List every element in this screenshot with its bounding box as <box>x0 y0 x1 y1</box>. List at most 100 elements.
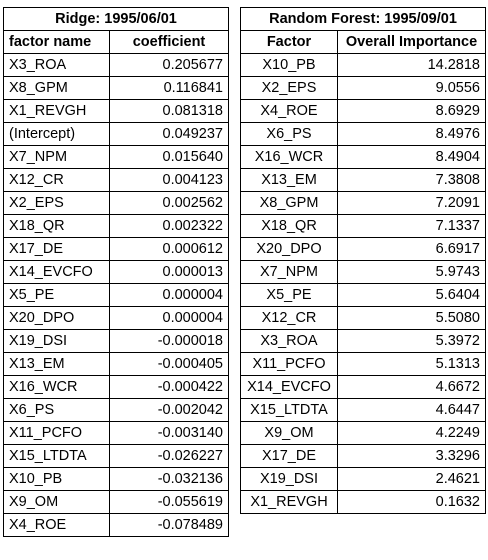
random-forest-rows: X10_PB 14.2818 X2_EPS 9.0556 X4_ROE 8.6929 X6_… <box>240 53 486 514</box>
value-cell: 0.081318 <box>109 99 229 123</box>
table-row: X2_EPS 9.0556 <box>240 76 486 100</box>
table-row: X3_ROA 5.3972 <box>240 329 486 353</box>
table-row: X5_PE 5.6404 <box>240 283 486 307</box>
value-cell: 0.205677 <box>109 53 229 77</box>
ridge-table: Ridge: 1995/06/01 factor name coefficien… <box>3 7 229 537</box>
factor-cell: X2_EPS <box>3 191 110 215</box>
factor-cell: X4_ROE <box>240 99 338 123</box>
factor-cell: X9_OM <box>3 490 110 514</box>
value-cell: 4.6672 <box>337 375 486 399</box>
value-cell: 0.000004 <box>109 283 229 307</box>
factor-cell: X5_PE <box>3 283 110 307</box>
factor-cell: (Intercept) <box>3 122 110 146</box>
factor-cell: X3_ROA <box>240 329 338 353</box>
table-row: X2_EPS 0.002562 <box>3 191 229 215</box>
ridge-header-factor: factor name <box>3 30 110 54</box>
table-row: X11_PCFO -0.003140 <box>3 421 229 445</box>
factor-cell: X11_PCFO <box>3 421 110 445</box>
value-cell: 7.3808 <box>337 168 486 192</box>
table-row: X4_ROE 8.6929 <box>240 99 486 123</box>
table-row: (Intercept) 0.049237 <box>3 122 229 146</box>
value-cell: 0.000013 <box>109 260 229 284</box>
value-cell: -0.026227 <box>109 444 229 468</box>
random-forest-header-importance: Overall Importance <box>337 30 486 54</box>
table-row: X16_WCR -0.000422 <box>3 375 229 399</box>
value-cell: -0.000422 <box>109 375 229 399</box>
value-cell: -0.000018 <box>109 329 229 353</box>
table-row: X17_DE 0.000612 <box>3 237 229 261</box>
value-cell: 7.2091 <box>337 191 486 215</box>
value-cell: 0.1632 <box>337 490 486 514</box>
value-cell: -0.078489 <box>109 513 229 537</box>
random-forest-header-factor: Factor <box>240 30 338 54</box>
factor-cell: X15_LTDTA <box>240 398 338 422</box>
table-row: X18_QR 7.1337 <box>240 214 486 238</box>
value-cell: 2.4621 <box>337 467 486 491</box>
table-row: X7_NPM 5.9743 <box>240 260 486 284</box>
value-cell: 8.4976 <box>337 122 486 146</box>
ridge-rows: X3_ROA 0.205677 X8_GPM 0.116841 X1_REVGH 0.08… <box>3 53 229 537</box>
table-row: X15_LTDTA -0.026227 <box>3 444 229 468</box>
table-row: X1_REVGH 0.081318 <box>3 99 229 123</box>
table-row: X14_EVCFO 0.000013 <box>3 260 229 284</box>
table-row: X4_ROE -0.078489 <box>3 513 229 537</box>
table-row: X5_PE 0.000004 <box>3 283 229 307</box>
value-cell: 0.015640 <box>109 145 229 169</box>
value-cell: 0.049237 <box>109 122 229 146</box>
table-row: X8_GPM 7.2091 <box>240 191 486 215</box>
factor-cell: X16_WCR <box>240 145 338 169</box>
value-cell: 4.2249 <box>337 421 486 445</box>
value-cell: 3.3296 <box>337 444 486 468</box>
table-row: X12_CR 5.5080 <box>240 306 486 330</box>
table-row: X16_WCR 8.4904 <box>240 145 486 169</box>
table-row: X3_ROA 0.205677 <box>3 53 229 77</box>
table-row: X11_PCFO 5.1313 <box>240 352 486 376</box>
table-row: X18_QR 0.002322 <box>3 214 229 238</box>
table-row: X17_DE 3.3296 <box>240 444 486 468</box>
value-cell: 6.6917 <box>337 237 486 261</box>
value-cell: 0.002562 <box>109 191 229 215</box>
random-forest-table: Random Forest: 1995/09/01 Factor Overall… <box>240 7 486 514</box>
table-row: X7_NPM 0.015640 <box>3 145 229 169</box>
factor-cell: X20_DPO <box>3 306 110 330</box>
table-row: X9_OM -0.055619 <box>3 490 229 514</box>
factor-cell: X12_CR <box>3 168 110 192</box>
factor-cell: X7_NPM <box>3 145 110 169</box>
factor-cell: X17_DE <box>3 237 110 261</box>
value-cell: 5.9743 <box>337 260 486 284</box>
factor-cell: X10_PB <box>3 467 110 491</box>
value-cell: 5.6404 <box>337 283 486 307</box>
factor-cell: X13_EM <box>3 352 110 376</box>
table-row: X6_PS -0.002042 <box>3 398 229 422</box>
value-cell: -0.003140 <box>109 421 229 445</box>
value-cell: 5.5080 <box>337 306 486 330</box>
table-row: X15_LTDTA 4.6447 <box>240 398 486 422</box>
factor-cell: X18_QR <box>3 214 110 238</box>
factor-cell: X4_ROE <box>3 513 110 537</box>
factor-cell: X3_ROA <box>3 53 110 77</box>
factor-cell: X19_DSI <box>240 467 338 491</box>
value-cell: 0.002322 <box>109 214 229 238</box>
value-cell: -0.002042 <box>109 398 229 422</box>
factor-cell: X18_QR <box>240 214 338 238</box>
factor-cell: X19_DSI <box>3 329 110 353</box>
factor-cell: X1_REVGH <box>240 490 338 514</box>
factor-cell: X9_OM <box>240 421 338 445</box>
factor-cell: X7_NPM <box>240 260 338 284</box>
value-cell: 14.2818 <box>337 53 486 77</box>
value-cell: 8.4904 <box>337 145 486 169</box>
value-cell: 7.1337 <box>337 214 486 238</box>
factor-cell: X1_REVGH <box>3 99 110 123</box>
table-row: X8_GPM 0.116841 <box>3 76 229 100</box>
factor-cell: X14_EVCFO <box>3 260 110 284</box>
table-row: X14_EVCFO 4.6672 <box>240 375 486 399</box>
factor-cell: X12_CR <box>240 306 338 330</box>
value-cell: 0.000612 <box>109 237 229 261</box>
factor-cell: X16_WCR <box>3 375 110 399</box>
random-forest-title: Random Forest: 1995/09/01 <box>240 7 486 31</box>
value-cell: 4.6447 <box>337 398 486 422</box>
factor-cell: X11_PCFO <box>240 352 338 376</box>
value-cell: -0.000405 <box>109 352 229 376</box>
table-row: X19_DSI -0.000018 <box>3 329 229 353</box>
table-row: X12_CR 0.004123 <box>3 168 229 192</box>
